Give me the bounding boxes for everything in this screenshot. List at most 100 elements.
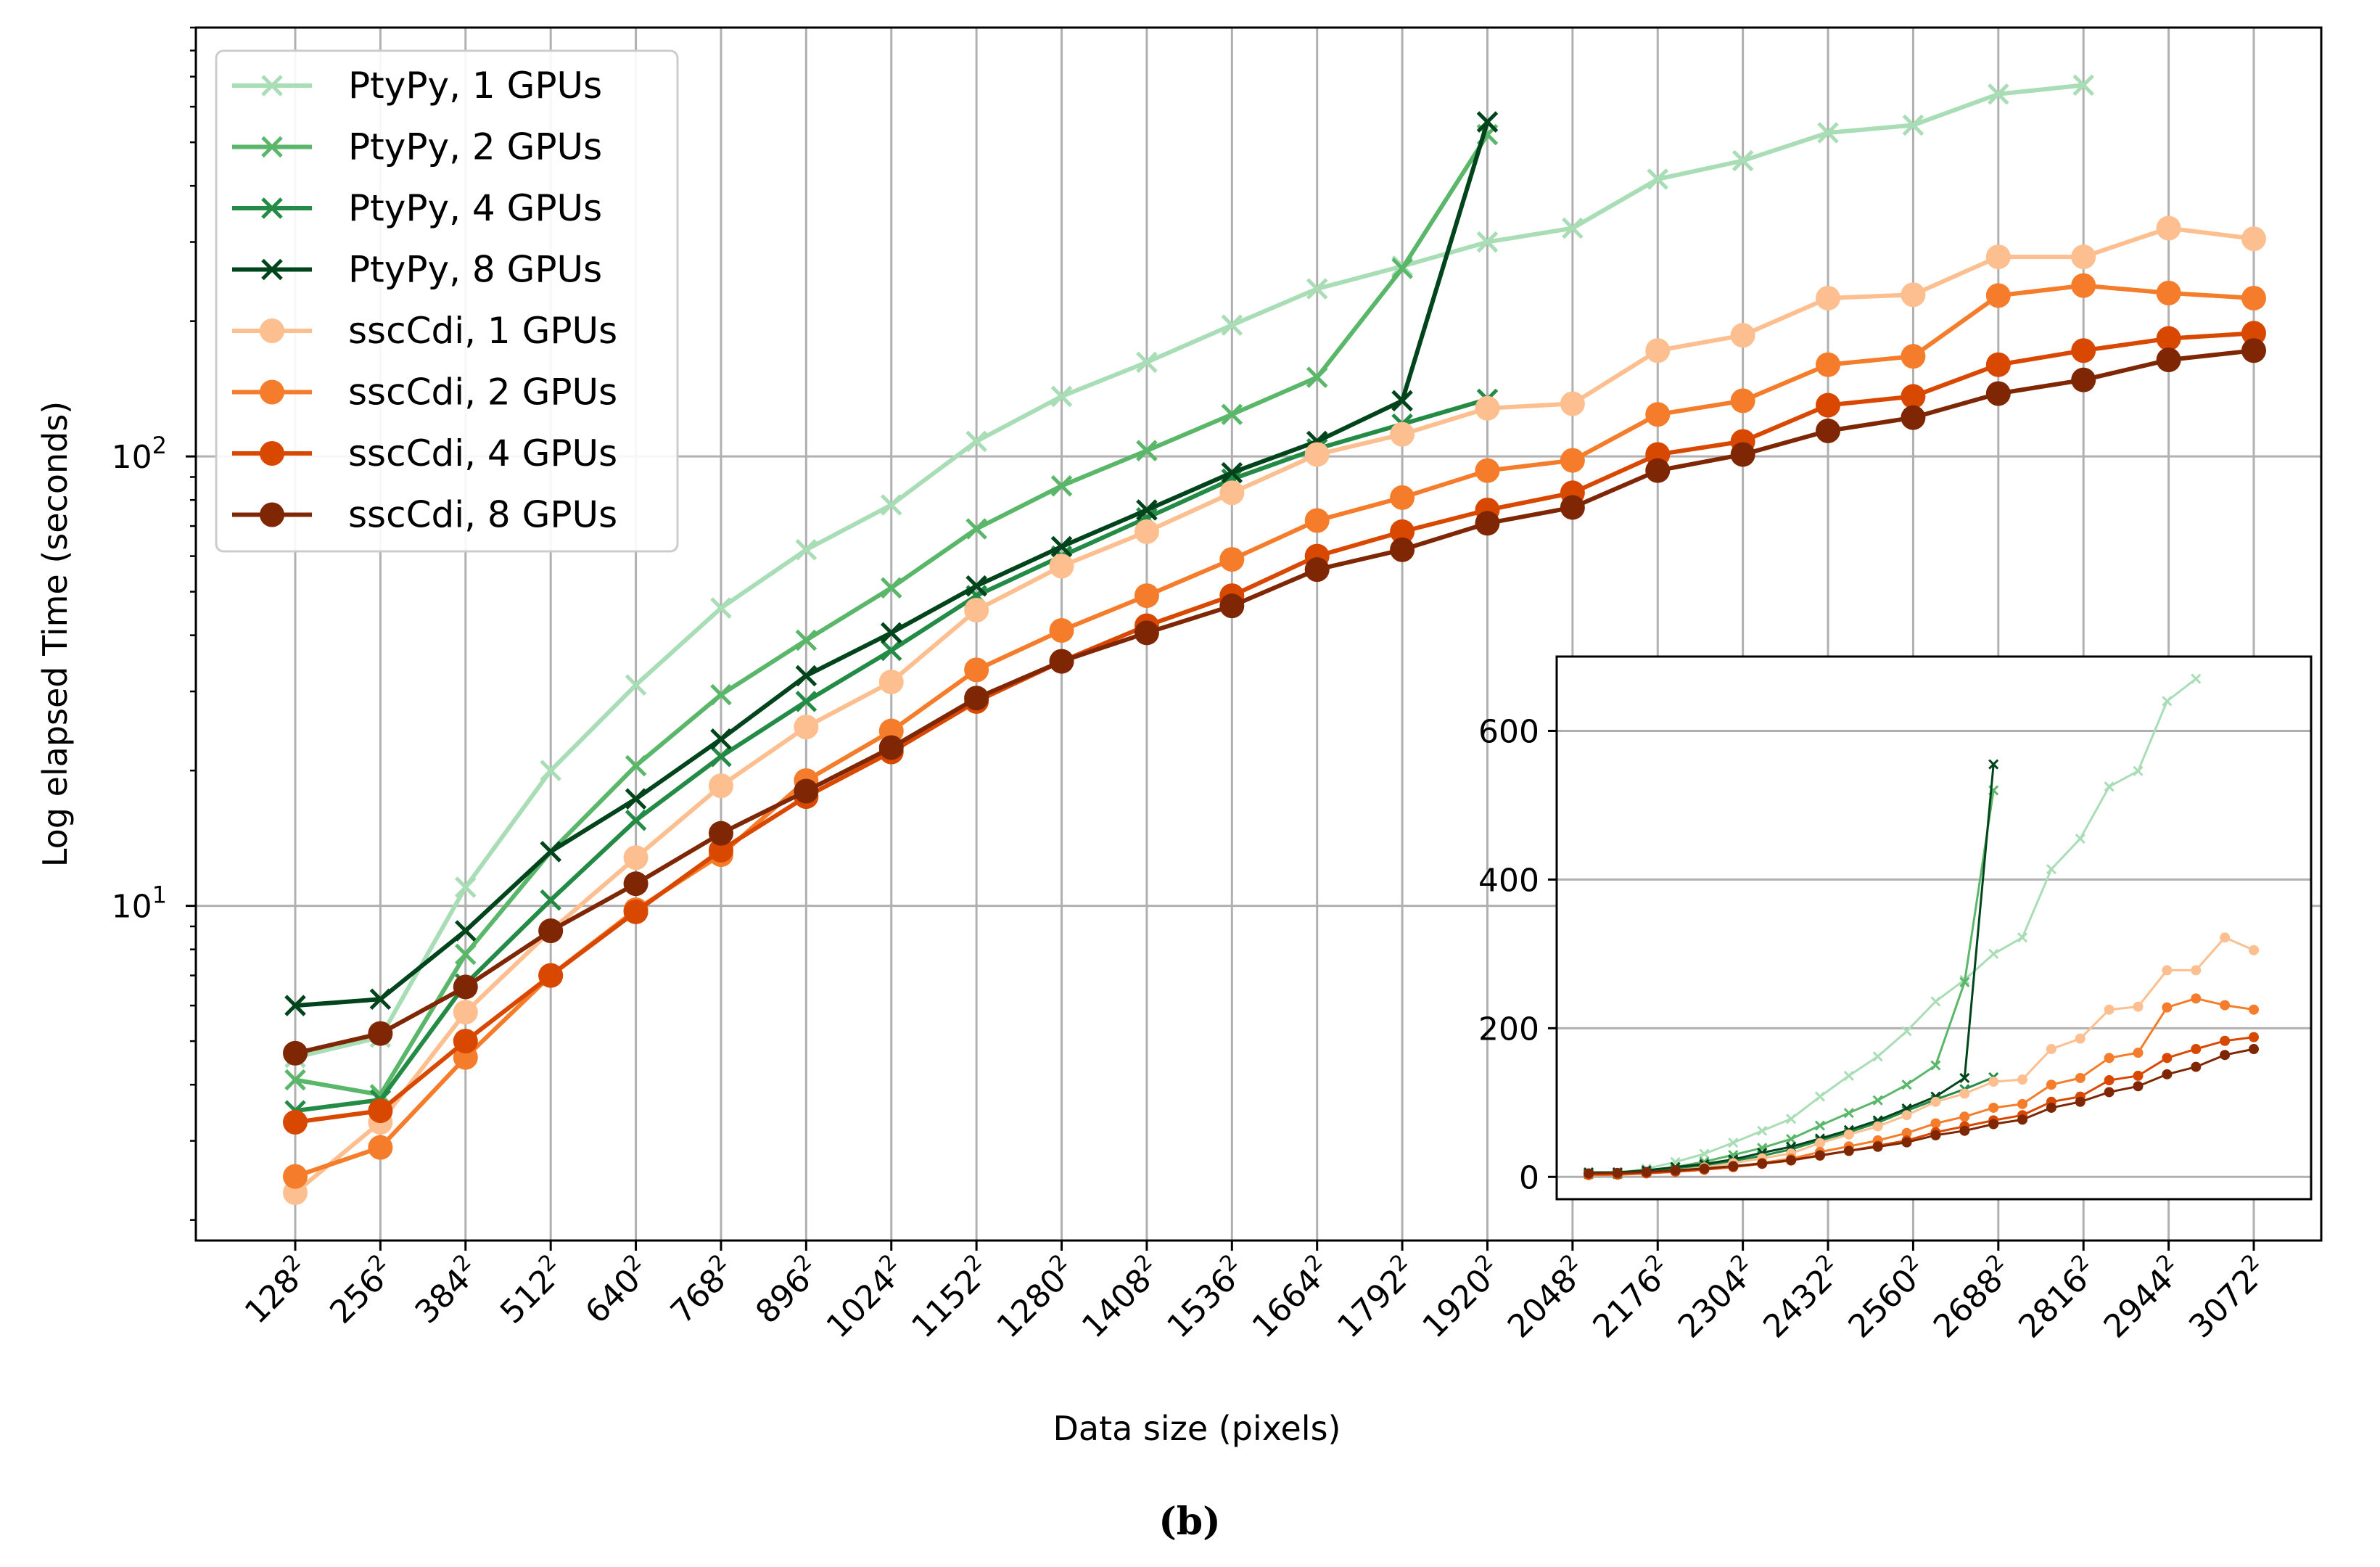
series-ptypy-1-gpus [284,74,2094,1069]
y-axis-title: Log elapsed Time (seconds) [36,401,75,867]
x-marker-stroke [1306,366,1328,388]
x-marker-stroke [1930,996,1941,1007]
x-tick-label: 19202 [1416,1249,1499,1345]
x-tick-label: 17922 [1330,1249,1414,1345]
circle-marker [2249,945,2259,955]
x-marker-stroke [880,577,902,599]
figure-caption: (b) [1158,1500,1221,1544]
circle-marker [1901,1110,1912,1121]
x-marker-stroke [1221,461,1243,484]
x-tick-label: 24322 [1756,1249,1840,1345]
circle-marker [1930,1118,1941,1129]
circle-marker [1390,519,1415,544]
x-tick-label-text: 5122 [490,1249,572,1330]
x-marker-stroke [1988,948,1999,959]
x-tick-label: 10242 [820,1249,903,1345]
circle-marker [878,735,904,760]
circle-marker [2220,1050,2231,1061]
x-axis-title: Data size (pixels) [1053,1409,1341,1448]
circle-marker [623,871,648,897]
x-tick-label-text: 1282 [235,1249,316,1330]
circle-marker [2241,285,2266,310]
x-marker-stroke [625,788,647,810]
x-marker-stroke [1562,217,1584,239]
x-marker-stroke [965,518,987,540]
circle-marker [2075,1072,2085,1083]
circle-marker [1730,388,1755,414]
x-tick-label-text: 21762 [1584,1249,1679,1345]
circle-marker [2133,1048,2144,1058]
circle-marker [1872,1141,1883,1152]
circle-marker [283,1164,308,1189]
x-tick-label: 8962 [749,1249,818,1330]
inset-chart: 0 200 400 600 [1478,655,2313,1201]
circle-marker [453,974,478,1000]
circle-marker [2191,965,2202,976]
legend-label: sscCdi, 1 GPUs [348,310,617,352]
x-marker-stroke [261,197,283,219]
circle-marker [708,837,733,863]
x-marker-stroke [1050,535,1073,558]
x-marker-stroke [1902,114,1924,136]
x-marker-stroke [1391,390,1413,412]
circle-marker [2220,1000,2231,1011]
circle-marker [964,598,989,623]
x-tick-label-text: 29442 [2094,1249,2190,1345]
x-tick-label: 20482 [1498,1249,1594,1345]
circle-marker [1901,384,1926,409]
circle-marker [964,657,989,683]
x-marker-stroke [1988,83,2009,105]
legend-entry: PtyPy, 2 GPUs [232,126,602,168]
legend-entry: PtyPy, 8 GPUs [232,249,602,291]
x-marker-stroke [1901,1026,1912,1037]
x-tick-label-text: 20482 [1498,1249,1594,1345]
x-marker-stroke [1728,1138,1739,1148]
x-marker-stroke [1814,1091,1826,1102]
y-tick-label: 101 [112,881,167,926]
x-tick-label: 1282 [235,1249,316,1330]
circle-marker [1475,511,1500,536]
x-marker-stroke [625,754,647,777]
x-marker-stroke [1786,1114,1797,1124]
x-marker-stroke [1647,168,1669,190]
x-tick-label-text: 25602 [1839,1249,1935,1345]
circle-marker [2191,1044,2202,1055]
x-marker-stroke [540,889,561,911]
circle-marker [2017,1098,2028,1109]
x-marker-stroke [1988,759,1999,770]
circle-marker [794,715,819,740]
circle-marker [1645,338,1671,363]
x-tick-label: 21762 [1584,1249,1679,1345]
legend-entry: sscCdi, 1 GPUs [232,310,617,352]
x-marker-stroke [540,841,561,863]
legend-label: PtyPy, 8 GPUs [348,249,602,291]
x-marker-stroke [284,1069,306,1091]
x-marker-stroke [455,876,477,898]
inset-y-tick-label: 0 [1519,1159,1539,1196]
x-marker-stroke [2191,673,2202,684]
x-marker-stroke [625,674,647,696]
x-marker-stroke [2046,863,2056,875]
circle-marker [1475,395,1500,421]
circle-marker [2133,1081,2144,1092]
circle-marker [2075,1033,2085,1044]
x-marker-stroke [2017,932,2028,943]
x-tick-label: 12802 [990,1249,1074,1345]
x-marker-stroke [1786,1133,1797,1145]
circle-marker [1134,620,1159,646]
circle-marker [2156,326,2181,351]
x-marker-stroke [710,683,732,706]
circle-marker [1816,418,1841,443]
legend-label: PtyPy, 2 GPUs [348,126,602,168]
legend-label: sscCdi, 4 GPUs [348,432,617,474]
y-tick-base: 10 [112,439,152,476]
x-marker-stroke [965,430,987,453]
circle-marker [2071,244,2096,270]
x-marker-stroke [1732,149,1754,172]
circle-marker [2104,1004,2115,1015]
circle-marker [1816,392,1841,418]
circle-marker [538,918,564,944]
circle-marker [1730,442,1755,467]
circle-marker [1959,1111,1970,1122]
circle-marker [1901,344,1926,369]
